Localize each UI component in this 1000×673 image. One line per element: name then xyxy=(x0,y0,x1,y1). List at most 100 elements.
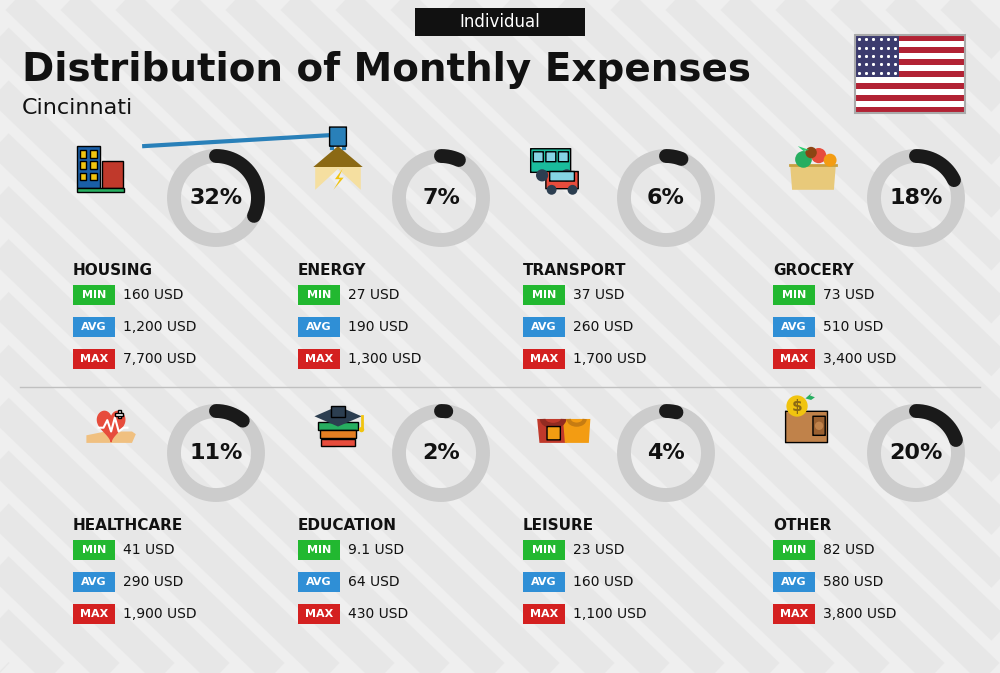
Circle shape xyxy=(786,396,808,417)
Text: AVG: AVG xyxy=(81,322,107,332)
Polygon shape xyxy=(86,431,136,443)
FancyBboxPatch shape xyxy=(115,413,123,416)
Text: 1,700 USD: 1,700 USD xyxy=(573,352,646,366)
FancyBboxPatch shape xyxy=(73,349,115,369)
Text: 3,400 USD: 3,400 USD xyxy=(823,352,896,366)
Text: 41 USD: 41 USD xyxy=(123,543,175,557)
Text: MIN: MIN xyxy=(307,290,331,300)
FancyBboxPatch shape xyxy=(855,53,965,59)
Text: 160 USD: 160 USD xyxy=(573,575,634,589)
Text: MAX: MAX xyxy=(305,609,333,619)
FancyBboxPatch shape xyxy=(813,417,825,435)
Polygon shape xyxy=(314,406,362,427)
Circle shape xyxy=(811,148,826,163)
Text: MAX: MAX xyxy=(305,354,333,364)
FancyBboxPatch shape xyxy=(550,172,574,181)
FancyBboxPatch shape xyxy=(523,317,565,337)
FancyBboxPatch shape xyxy=(855,47,965,53)
Text: LEISURE: LEISURE xyxy=(523,518,594,533)
FancyBboxPatch shape xyxy=(531,149,571,172)
FancyBboxPatch shape xyxy=(298,604,340,624)
Text: 7,700 USD: 7,700 USD xyxy=(123,352,196,366)
Circle shape xyxy=(536,170,548,182)
FancyBboxPatch shape xyxy=(73,317,115,337)
Text: 1,200 USD: 1,200 USD xyxy=(123,320,196,334)
Text: MAX: MAX xyxy=(80,354,108,364)
FancyBboxPatch shape xyxy=(773,572,815,592)
Text: 23 USD: 23 USD xyxy=(573,543,624,557)
FancyBboxPatch shape xyxy=(415,8,585,36)
Text: 4%: 4% xyxy=(647,443,685,463)
FancyBboxPatch shape xyxy=(298,349,340,369)
FancyBboxPatch shape xyxy=(523,285,565,305)
Text: AVG: AVG xyxy=(781,322,807,332)
Text: 510 USD: 510 USD xyxy=(823,320,883,334)
FancyBboxPatch shape xyxy=(773,540,815,560)
Text: MIN: MIN xyxy=(82,545,106,555)
FancyBboxPatch shape xyxy=(855,77,965,83)
Text: $: $ xyxy=(792,398,802,413)
Text: GROCERY: GROCERY xyxy=(773,263,854,278)
Circle shape xyxy=(561,170,573,182)
Text: AVG: AVG xyxy=(781,577,807,587)
Text: MAX: MAX xyxy=(530,609,558,619)
Text: 73 USD: 73 USD xyxy=(823,288,874,302)
FancyBboxPatch shape xyxy=(855,59,965,65)
Text: AVG: AVG xyxy=(531,577,557,587)
FancyBboxPatch shape xyxy=(547,427,560,440)
FancyBboxPatch shape xyxy=(855,107,965,113)
FancyBboxPatch shape xyxy=(298,317,340,337)
Text: AVG: AVG xyxy=(81,577,107,587)
FancyBboxPatch shape xyxy=(90,173,97,180)
FancyBboxPatch shape xyxy=(320,430,356,438)
FancyBboxPatch shape xyxy=(73,604,115,624)
Polygon shape xyxy=(790,165,836,190)
FancyBboxPatch shape xyxy=(855,41,965,47)
FancyBboxPatch shape xyxy=(546,152,556,162)
Polygon shape xyxy=(97,411,125,441)
Text: 1,900 USD: 1,900 USD xyxy=(123,607,197,621)
Text: 3,800 USD: 3,800 USD xyxy=(823,607,896,621)
Text: OTHER: OTHER xyxy=(773,518,831,533)
FancyBboxPatch shape xyxy=(533,152,543,162)
Text: MAX: MAX xyxy=(780,354,808,364)
Circle shape xyxy=(359,427,364,432)
FancyBboxPatch shape xyxy=(773,317,815,337)
FancyBboxPatch shape xyxy=(855,89,965,95)
Polygon shape xyxy=(333,169,344,190)
Text: 20%: 20% xyxy=(889,443,943,463)
FancyBboxPatch shape xyxy=(855,83,965,89)
FancyBboxPatch shape xyxy=(773,285,815,305)
FancyBboxPatch shape xyxy=(523,540,565,560)
Text: 430 USD: 430 USD xyxy=(348,607,408,621)
FancyBboxPatch shape xyxy=(318,422,358,429)
Text: 6%: 6% xyxy=(647,188,685,208)
Text: 9.1 USD: 9.1 USD xyxy=(348,543,404,557)
Text: MAX: MAX xyxy=(80,609,108,619)
Text: MAX: MAX xyxy=(530,354,558,364)
Text: AVG: AVG xyxy=(306,322,332,332)
Polygon shape xyxy=(805,392,815,400)
Text: MIN: MIN xyxy=(532,545,556,555)
FancyBboxPatch shape xyxy=(73,540,115,560)
FancyBboxPatch shape xyxy=(523,604,565,624)
Text: MIN: MIN xyxy=(782,290,806,300)
Text: 82 USD: 82 USD xyxy=(823,543,875,557)
FancyBboxPatch shape xyxy=(546,172,578,188)
Text: 290 USD: 290 USD xyxy=(123,575,183,589)
Text: 580 USD: 580 USD xyxy=(823,575,883,589)
FancyBboxPatch shape xyxy=(73,572,115,592)
Text: 11%: 11% xyxy=(189,443,243,463)
FancyBboxPatch shape xyxy=(77,188,124,192)
FancyBboxPatch shape xyxy=(80,150,86,157)
FancyBboxPatch shape xyxy=(118,410,121,418)
Circle shape xyxy=(815,421,823,430)
FancyBboxPatch shape xyxy=(321,439,355,446)
Text: AVG: AVG xyxy=(306,577,332,587)
Text: EDUCATION: EDUCATION xyxy=(298,518,397,533)
Text: MIN: MIN xyxy=(82,290,106,300)
Polygon shape xyxy=(563,419,590,443)
FancyBboxPatch shape xyxy=(298,540,340,560)
FancyBboxPatch shape xyxy=(331,406,345,417)
Text: MIN: MIN xyxy=(782,545,806,555)
